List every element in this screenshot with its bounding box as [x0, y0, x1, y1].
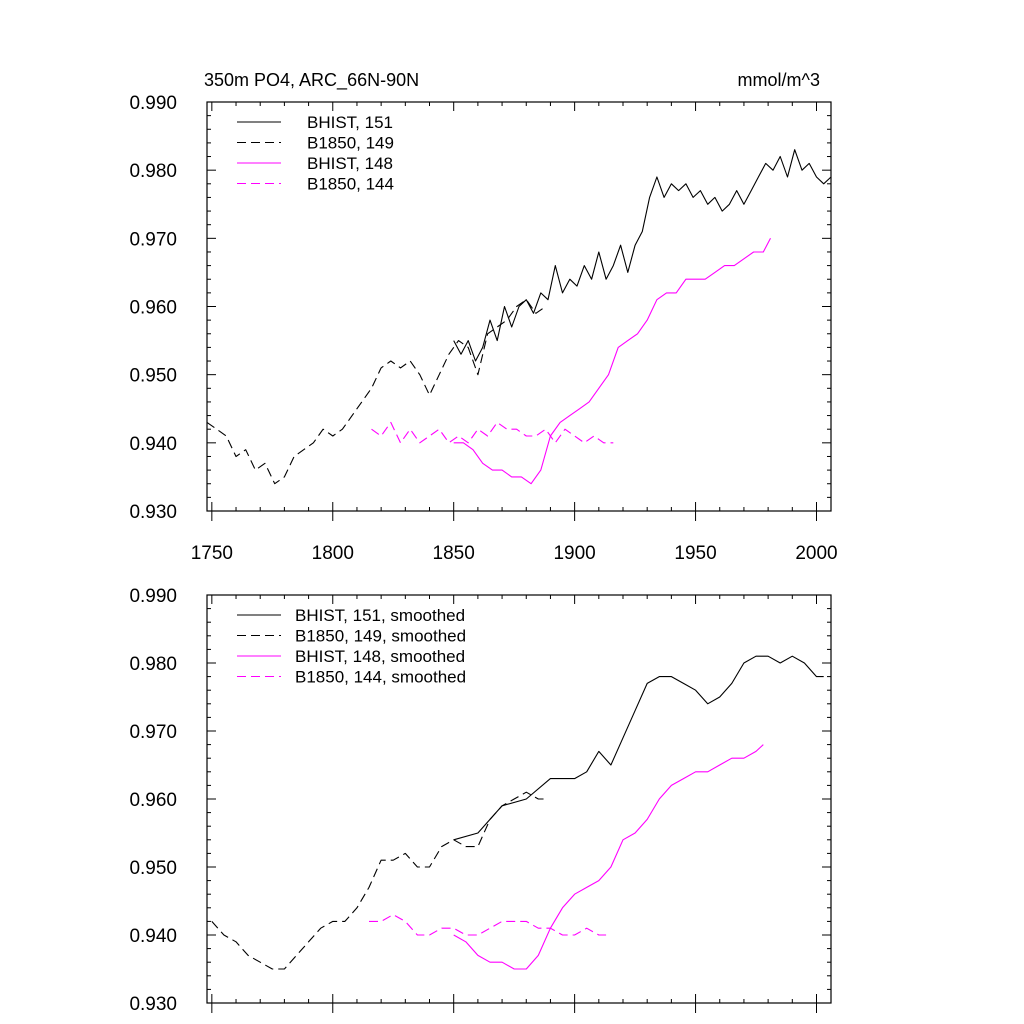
y-tick-label: 0.960 [129, 790, 177, 811]
x-tick-label: 1850 [433, 543, 475, 564]
legend-label: B1850, 149, smoothed [295, 627, 466, 646]
x-tick-label: 1800 [312, 543, 354, 564]
x-tick-label: 1950 [674, 543, 716, 564]
series-line-1 [211, 791, 546, 970]
series-line-0 [453, 655, 824, 841]
y-tick-label: 0.970 [129, 722, 177, 743]
y-tick-label: 0.990 [129, 586, 177, 607]
y-tick-label: 0.930 [129, 502, 177, 523]
bottom-panel: 0.930 0.940 0.950 0.960 0.970 0.980 0.990 BHIST… [129, 586, 832, 1015]
units-label: mmol/m^3 [738, 70, 820, 90]
legend-label: BHIST, 151, smoothed [295, 606, 465, 625]
series-line-2 [453, 238, 771, 485]
legend-label: B1850, 144 [307, 175, 394, 194]
legend-label: BHIST, 148 [307, 154, 393, 173]
y-tick-label: 0.940 [129, 434, 177, 455]
y-tick-label: 0.990 [129, 93, 177, 114]
y-tick-label: 0.940 [129, 926, 177, 947]
top-panel: 350m PO4, ARC_66N-90N mmol/m^3 0.930 0.94… [129, 70, 837, 564]
x-tick-label: 1750 [191, 543, 233, 564]
y-tick-label: 0.980 [129, 654, 177, 675]
series-line-0 [453, 149, 832, 362]
series-line-3 [371, 421, 614, 444]
y-tick-label: 0.970 [129, 229, 177, 250]
series-line-2 [453, 744, 764, 970]
y-tick-label: 0.930 [129, 994, 177, 1015]
x-tick-label: 1900 [553, 543, 595, 564]
x-tick-label: 2000 [795, 543, 837, 564]
series-line-1 [206, 299, 546, 485]
series-line-3 [369, 914, 611, 936]
y-tick-label: 0.950 [129, 366, 177, 387]
y-tick-label: 0.960 [129, 298, 177, 319]
legend-label: B1850, 144, smoothed [295, 668, 466, 687]
legend-label: BHIST, 151 [307, 113, 393, 132]
y-tick-label: 0.980 [129, 161, 177, 182]
y-tick-label: 0.950 [129, 858, 177, 879]
chart-title: 350m PO4, ARC_66N-90N [204, 70, 419, 91]
legend-label: B1850, 149 [307, 134, 394, 153]
legend-label: BHIST, 148, smoothed [295, 647, 465, 666]
